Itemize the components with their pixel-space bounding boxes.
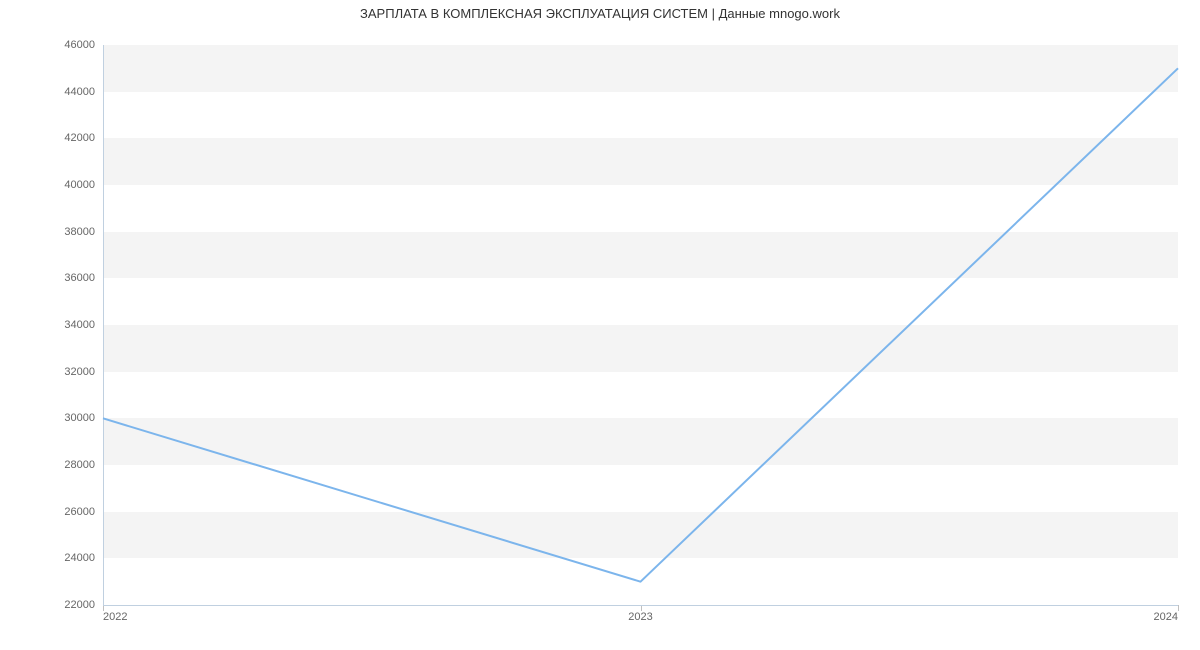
y-tick-label: 40000 bbox=[64, 179, 103, 191]
x-tick-mark bbox=[1178, 605, 1179, 611]
line-layer bbox=[103, 45, 1178, 605]
y-tick-label: 32000 bbox=[64, 366, 103, 378]
y-tick-label: 22000 bbox=[64, 599, 103, 611]
series-salary bbox=[103, 68, 1178, 581]
x-tick-label: 2023 bbox=[628, 605, 652, 623]
y-tick-label: 36000 bbox=[64, 272, 103, 284]
chart-title: ЗАРПЛАТА В КОМПЛЕКСНАЯ ЭКСПЛУАТАЦИЯ СИСТ… bbox=[0, 6, 1200, 21]
x-tick-label: 2022 bbox=[103, 605, 127, 623]
y-tick-label: 44000 bbox=[64, 86, 103, 98]
salary-line-chart: ЗАРПЛАТА В КОМПЛЕКСНАЯ ЭКСПЛУАТАЦИЯ СИСТ… bbox=[0, 0, 1200, 650]
y-tick-label: 30000 bbox=[64, 412, 103, 424]
y-tick-label: 24000 bbox=[64, 552, 103, 564]
x-tick-label: 2024 bbox=[1154, 605, 1178, 623]
y-tick-label: 42000 bbox=[64, 132, 103, 144]
y-tick-label: 46000 bbox=[64, 39, 103, 51]
y-tick-label: 34000 bbox=[64, 319, 103, 331]
x-axis-line bbox=[103, 605, 1178, 606]
y-tick-label: 26000 bbox=[64, 506, 103, 518]
y-tick-label: 38000 bbox=[64, 226, 103, 238]
plot-area: 2200024000260002800030000320003400036000… bbox=[103, 45, 1178, 605]
y-tick-label: 28000 bbox=[64, 459, 103, 471]
